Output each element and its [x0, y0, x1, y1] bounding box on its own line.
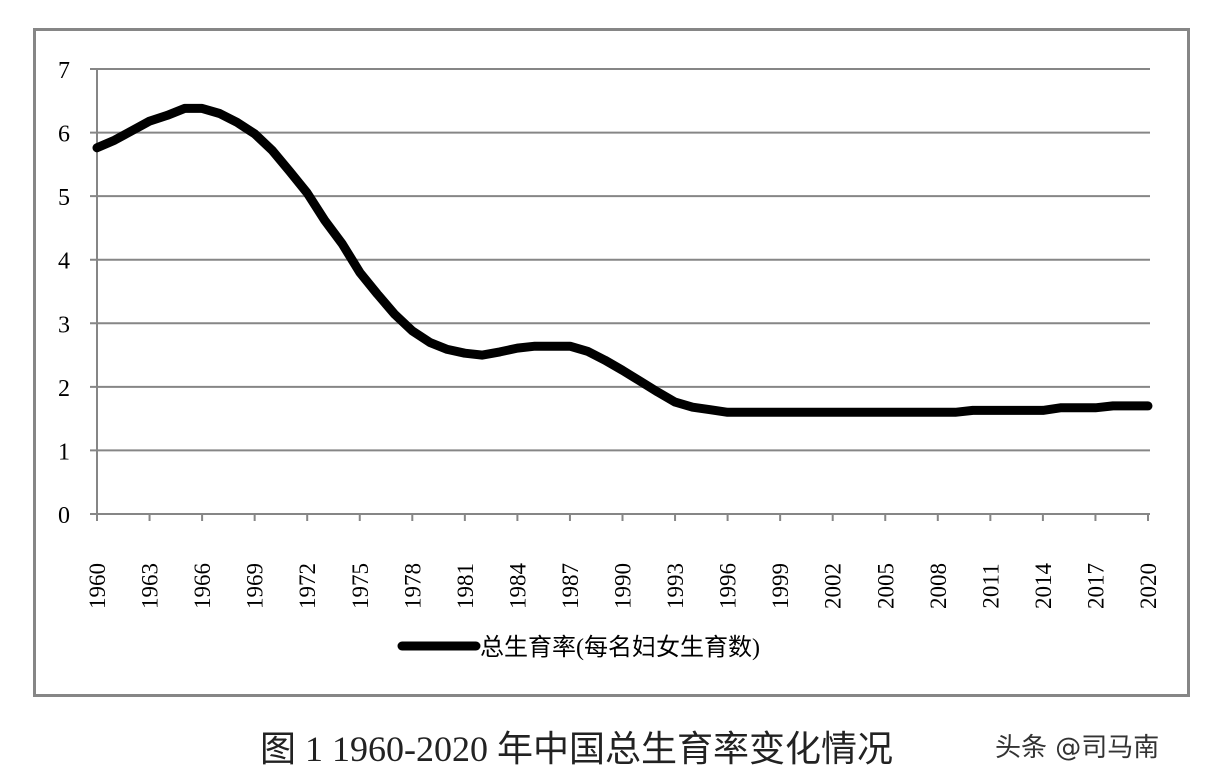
- watermark: 头条 @司马南: [995, 733, 1160, 763]
- y-tick-label: 4: [58, 249, 70, 275]
- x-tick-label: 2008: [926, 563, 951, 609]
- y-tick-label: 2: [58, 376, 70, 402]
- y-tick-label: 3: [58, 312, 70, 338]
- y-tick-label: 0: [58, 503, 70, 529]
- x-tick-label: 2011: [978, 563, 1003, 608]
- x-tick-label: 1975: [348, 563, 373, 609]
- y-tick-label: 1: [58, 439, 70, 465]
- figure-caption: 图 1 1960-2020 年中国总生育率变化情况: [260, 729, 893, 769]
- x-tick-label: 1963: [138, 563, 163, 609]
- x-tick-label: 1990: [611, 563, 636, 609]
- x-tick-label: 1960: [85, 563, 110, 609]
- fertility-rate-line: [92, 103, 1153, 417]
- x-tick-label: 1966: [190, 563, 215, 609]
- y-tick-label: 5: [58, 185, 70, 211]
- x-tick-label: 1999: [768, 563, 793, 609]
- x-tick-label: 2020: [1136, 563, 1161, 609]
- x-tick-label: 1981: [453, 563, 478, 609]
- legend: 总生育率(每名妇女生育数): [397, 634, 760, 661]
- x-tick-label: 1996: [716, 563, 741, 609]
- x-tick-label: 2002: [821, 563, 846, 609]
- x-tick-label: 1993: [663, 563, 688, 609]
- x-tick-label: 1969: [243, 563, 268, 609]
- x-tick-label: 1978: [400, 563, 425, 609]
- x-tick-label: 1972: [295, 563, 320, 609]
- gridlines: [90, 68, 1150, 515]
- y-tick-label: 7: [58, 58, 70, 84]
- x-axis: 1960 1963 1966 1969 1972 1975 1978 1981 1984 1987…: [85, 514, 1161, 609]
- y-tick-label: 6: [58, 122, 70, 148]
- x-tick-label: 1987: [558, 563, 583, 609]
- x-tick-label: 1984: [505, 563, 530, 610]
- y-axis: 0 1 2 3 4 5 6 7: [58, 58, 98, 529]
- line-chart: 0 1 2 3 4 5 6 7 1960 1963 1966 1969 1972 1975 1978 198…: [58, 58, 1161, 661]
- chart-frame: [33, 28, 1190, 697]
- x-tick-label: 2005: [873, 563, 898, 609]
- x-tick-label: 2017: [1083, 563, 1108, 609]
- x-tick-label: 2014: [1031, 563, 1056, 610]
- legend-label: 总生育率(每名妇女生育数): [480, 634, 760, 661]
